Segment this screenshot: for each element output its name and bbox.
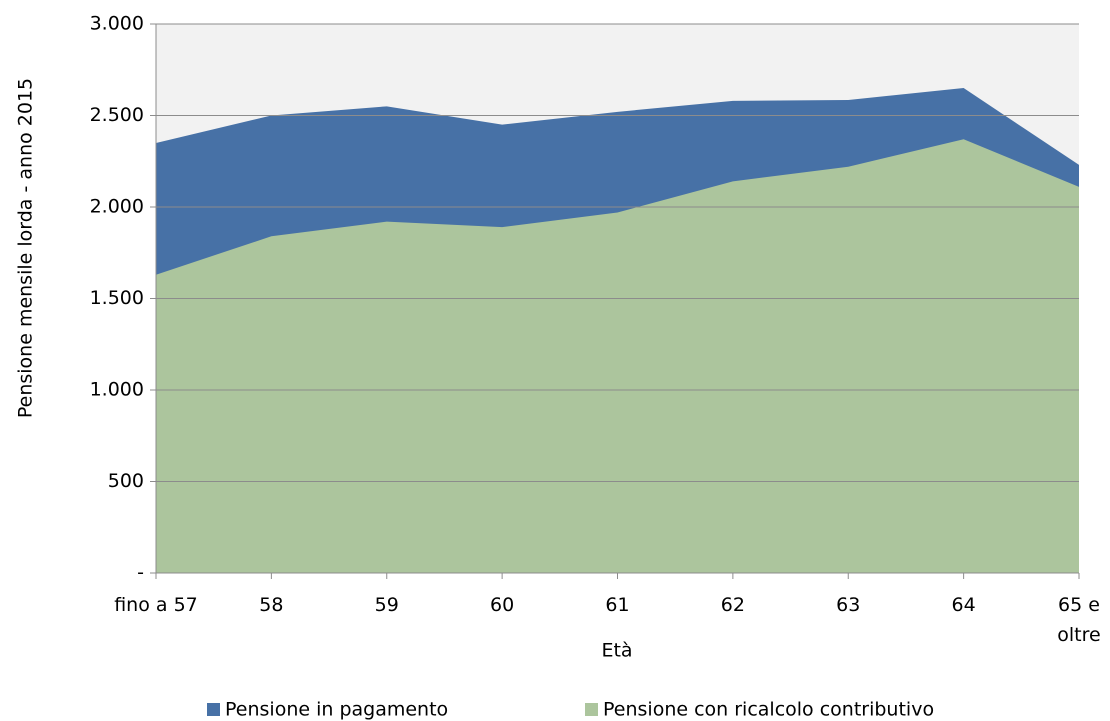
y-tick-label: 2.000 <box>90 196 144 218</box>
y-tick-label: - <box>137 562 144 584</box>
y-tick-label: 1.000 <box>90 379 144 401</box>
legend-swatch <box>585 703 598 716</box>
x-tick-label: 62 <box>720 594 745 616</box>
y-tick-label: 2.500 <box>90 104 144 126</box>
x-tick-label: 60 <box>490 594 515 616</box>
x-tick-label: fino a 57 <box>114 594 198 616</box>
y-tick-label: 3.000 <box>90 13 144 35</box>
y-tick-label: 1.500 <box>90 287 144 309</box>
x-tick-label: 59 <box>374 594 399 616</box>
x-tick-label: 58 <box>259 594 284 616</box>
legend-label: Pensione con ricalcolo contributivo <box>603 699 934 721</box>
x-axis-label: Età <box>601 640 632 662</box>
x-tick-label: 61 <box>605 594 630 616</box>
legend-label: Pensione in pagamento <box>225 699 448 721</box>
legend-swatch <box>207 703 220 716</box>
x-tick-label: 63 <box>836 594 861 616</box>
y-axis-label: Pensione mensile lorda - anno 2015 <box>15 78 37 418</box>
area <box>156 139 1079 574</box>
x-tick-label: 65 e oltre <box>1057 594 1101 646</box>
y-tick-label: 500 <box>108 470 144 492</box>
x-tick-label: 64 <box>951 594 976 616</box>
